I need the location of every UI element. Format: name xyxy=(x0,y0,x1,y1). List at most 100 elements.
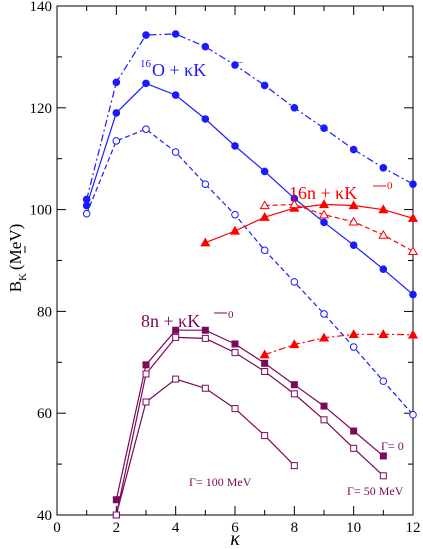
x-tick-label: 12 xyxy=(406,520,421,536)
series-o_solid xyxy=(82,79,417,299)
series-line xyxy=(115,336,384,516)
x-tick-label: 4 xyxy=(172,520,180,536)
series-line xyxy=(264,333,414,356)
x-axis-label: κ xyxy=(230,528,240,549)
data-point xyxy=(349,343,358,351)
y-tick-label: 80 xyxy=(37,304,52,320)
data-point xyxy=(409,290,417,299)
data-point xyxy=(349,241,358,250)
data-point xyxy=(290,462,298,470)
x-tick-label: 8 xyxy=(291,520,299,536)
y-axis-label-main: B xyxy=(6,281,25,292)
y-tick-label: 120 xyxy=(30,101,53,117)
data-point xyxy=(201,42,210,51)
data-point xyxy=(112,78,121,87)
data-point xyxy=(201,115,210,123)
y-tick-label: 140 xyxy=(30,0,53,15)
annotation-neutron8-main: 8n + κK xyxy=(141,311,200,331)
series-n16_dashdot xyxy=(259,329,419,359)
data-point xyxy=(348,200,359,210)
series-line xyxy=(264,203,414,252)
data-point xyxy=(171,30,180,38)
data-point xyxy=(289,199,300,209)
data-point xyxy=(260,167,269,176)
series-n8_g0 xyxy=(112,326,387,504)
series-o_dashdot xyxy=(82,30,417,204)
data-point xyxy=(290,390,298,398)
annotation-neutron16-sup: 0 xyxy=(387,180,393,192)
annotation-oxygen-pre: 16 xyxy=(140,58,152,70)
data-point xyxy=(142,361,150,369)
series-layer xyxy=(82,30,419,519)
data-point xyxy=(142,370,150,378)
annotation-neutron16-main: 16n + κK xyxy=(289,183,357,203)
series-line xyxy=(205,203,414,244)
x-tick-label: 10 xyxy=(346,520,361,536)
data-point xyxy=(201,326,209,334)
data-point xyxy=(290,278,299,286)
data-point xyxy=(379,472,387,480)
data-point xyxy=(112,511,120,519)
series-n16_dashed xyxy=(259,199,419,255)
data-point xyxy=(231,349,239,357)
series-n16_solid xyxy=(200,199,419,247)
data-point xyxy=(231,142,239,150)
data-point xyxy=(318,209,330,219)
data-point xyxy=(112,109,121,117)
data-point xyxy=(379,265,388,273)
data-point xyxy=(261,432,269,440)
data-point xyxy=(320,218,328,227)
series-o_dashed xyxy=(82,125,417,419)
data-point xyxy=(201,384,209,392)
data-point xyxy=(318,199,330,209)
data-point xyxy=(350,444,358,452)
y-axis-label-sub: K xyxy=(17,273,29,281)
data-point xyxy=(200,237,211,247)
data-point xyxy=(261,367,269,375)
annotation-oxygen-main: O + κK xyxy=(152,60,206,80)
annotation-oxygen: 16 O + κK − xyxy=(140,57,243,80)
data-point xyxy=(231,210,239,219)
data-point xyxy=(171,91,180,99)
x-tick-label: 0 xyxy=(53,520,61,536)
data-point xyxy=(379,452,387,460)
y-axis-label: BK (MeV) xyxy=(6,224,29,293)
data-point xyxy=(379,377,388,385)
data-point xyxy=(201,334,209,342)
data-point xyxy=(348,329,359,338)
data-point xyxy=(259,200,270,210)
data-point xyxy=(320,310,328,318)
svg-text:BK(MeV): BK (MeV) xyxy=(6,224,29,293)
data-point xyxy=(320,124,328,132)
data-point xyxy=(259,212,270,221)
data-point xyxy=(290,104,299,112)
series-line xyxy=(115,329,384,500)
data-point xyxy=(82,209,91,218)
data-point xyxy=(229,225,241,235)
data-point xyxy=(82,195,91,204)
data-point xyxy=(172,333,180,341)
data-point xyxy=(142,79,150,88)
data-point xyxy=(142,398,150,406)
x-tick-label: 2 xyxy=(113,520,121,536)
label-gamma-50: Γ= 50 MeV xyxy=(347,484,404,498)
plot-frame xyxy=(56,5,414,516)
data-point xyxy=(142,125,150,133)
data-point xyxy=(407,213,419,222)
data-point xyxy=(172,375,180,383)
y-tick-label: 40 xyxy=(37,508,52,524)
data-point xyxy=(260,246,269,255)
y-tick-label: 60 xyxy=(37,406,52,422)
data-point xyxy=(201,180,210,188)
series-line xyxy=(86,82,414,296)
data-point xyxy=(378,229,389,239)
data-point xyxy=(320,402,328,410)
data-point xyxy=(260,81,269,90)
data-point xyxy=(112,137,121,145)
series-n8_g50 xyxy=(112,333,387,519)
annotation-neutron8-sup: 0 xyxy=(228,309,234,321)
annotation-neutron16: 16n + κK 0 xyxy=(289,180,393,203)
annotation-neutron8: 8n + κK 0 xyxy=(141,309,234,331)
data-point xyxy=(289,339,300,349)
